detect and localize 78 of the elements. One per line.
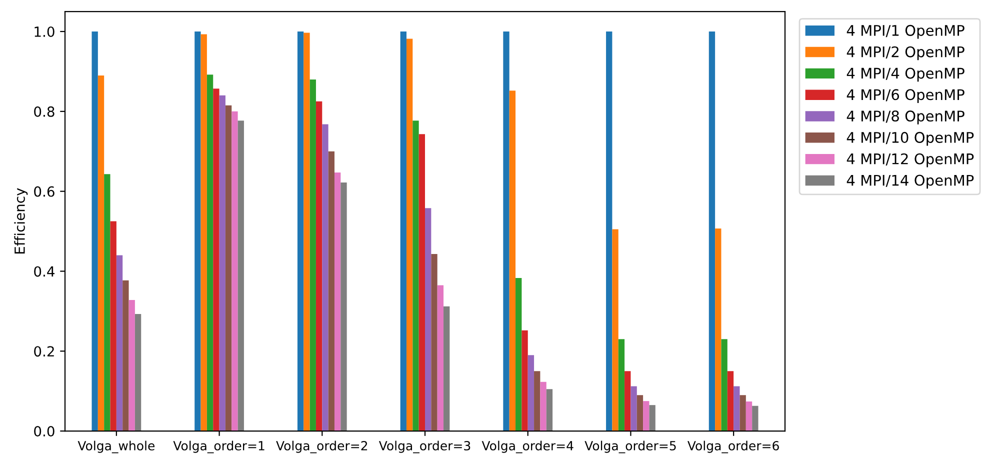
bar bbox=[418, 134, 425, 432]
bar bbox=[122, 280, 129, 432]
bar bbox=[238, 120, 244, 432]
bar bbox=[92, 32, 98, 432]
x-tick-label: Volga_order=4 bbox=[482, 440, 574, 454]
bar bbox=[412, 120, 419, 432]
bar bbox=[425, 208, 432, 432]
bar bbox=[746, 401, 752, 432]
bar bbox=[206, 74, 214, 432]
x-tick-label: Volga_order=2 bbox=[276, 440, 368, 454]
bar bbox=[334, 172, 341, 432]
bar bbox=[624, 371, 631, 432]
bar bbox=[708, 32, 716, 432]
y-axis-title: Efficiency bbox=[14, 188, 28, 254]
bar bbox=[128, 300, 135, 432]
bar bbox=[630, 386, 637, 432]
bar bbox=[546, 389, 553, 432]
legend-label: 4 MPI/8 OpenMP bbox=[846, 110, 964, 124]
x-tick-label: Volga_order=5 bbox=[584, 440, 676, 454]
bar bbox=[200, 34, 207, 432]
bar bbox=[715, 228, 722, 432]
legend-label: 4 MPI/6 OpenMP bbox=[846, 89, 964, 103]
x-tick-label: Volga_order=6 bbox=[688, 440, 779, 454]
bar bbox=[649, 405, 656, 432]
bar bbox=[618, 339, 625, 432]
y-tick-label: 0.2 bbox=[34, 346, 54, 357]
bar bbox=[110, 221, 116, 432]
bar bbox=[522, 330, 528, 432]
bar bbox=[528, 355, 534, 432]
bar bbox=[636, 395, 644, 432]
bar bbox=[752, 406, 758, 432]
bar bbox=[297, 32, 304, 432]
bar bbox=[310, 79, 316, 432]
bar bbox=[104, 174, 110, 432]
bar bbox=[322, 124, 328, 432]
bar bbox=[503, 32, 510, 432]
bar bbox=[431, 254, 438, 432]
legend-label: 4 MPI/2 OpenMP bbox=[846, 46, 964, 60]
y-tick-label: 1.0 bbox=[34, 26, 54, 37]
bar bbox=[516, 278, 522, 432]
bar bbox=[437, 285, 444, 432]
y-tick-label: 0.8 bbox=[34, 106, 54, 117]
bar bbox=[116, 255, 123, 432]
y-tick-label: 0.0 bbox=[34, 426, 54, 437]
legend-label: 4 MPI/12 OpenMP bbox=[846, 153, 974, 168]
bar bbox=[134, 314, 142, 432]
bar bbox=[316, 101, 322, 432]
y-tick-label: 0.6 bbox=[34, 186, 54, 197]
bar bbox=[534, 371, 540, 432]
bar bbox=[727, 371, 734, 432]
y-tick-label: 0.4 bbox=[34, 266, 54, 277]
bar bbox=[98, 75, 104, 432]
bar bbox=[400, 32, 406, 432]
bar bbox=[213, 88, 220, 432]
bar bbox=[721, 339, 728, 432]
bar bbox=[194, 32, 201, 432]
x-tick-label: Volga_order=3 bbox=[378, 440, 470, 454]
bar bbox=[612, 229, 618, 432]
bar bbox=[328, 151, 334, 432]
bar bbox=[540, 382, 546, 432]
bar bbox=[225, 105, 232, 432]
bar bbox=[643, 401, 650, 432]
legend-label: 4 MPI/1 OpenMP bbox=[846, 24, 964, 39]
bar bbox=[219, 95, 226, 432]
legend-label: 4 MPI/4 OpenMP bbox=[846, 68, 964, 82]
bar bbox=[444, 306, 450, 432]
bar bbox=[304, 32, 310, 432]
x-tick-label: Volga_order=1 bbox=[173, 440, 264, 454]
legend-label: 4 MPI/14 OpenMP bbox=[846, 174, 974, 189]
bar bbox=[740, 395, 746, 432]
bar bbox=[406, 38, 413, 432]
legend-label: 4 MPI/10 OpenMP bbox=[846, 132, 974, 146]
bar bbox=[509, 90, 516, 432]
bar bbox=[232, 111, 238, 432]
bar bbox=[734, 386, 740, 432]
bar bbox=[340, 182, 347, 432]
x-tick-label: Volga_whole bbox=[78, 440, 155, 454]
bar bbox=[606, 32, 612, 432]
